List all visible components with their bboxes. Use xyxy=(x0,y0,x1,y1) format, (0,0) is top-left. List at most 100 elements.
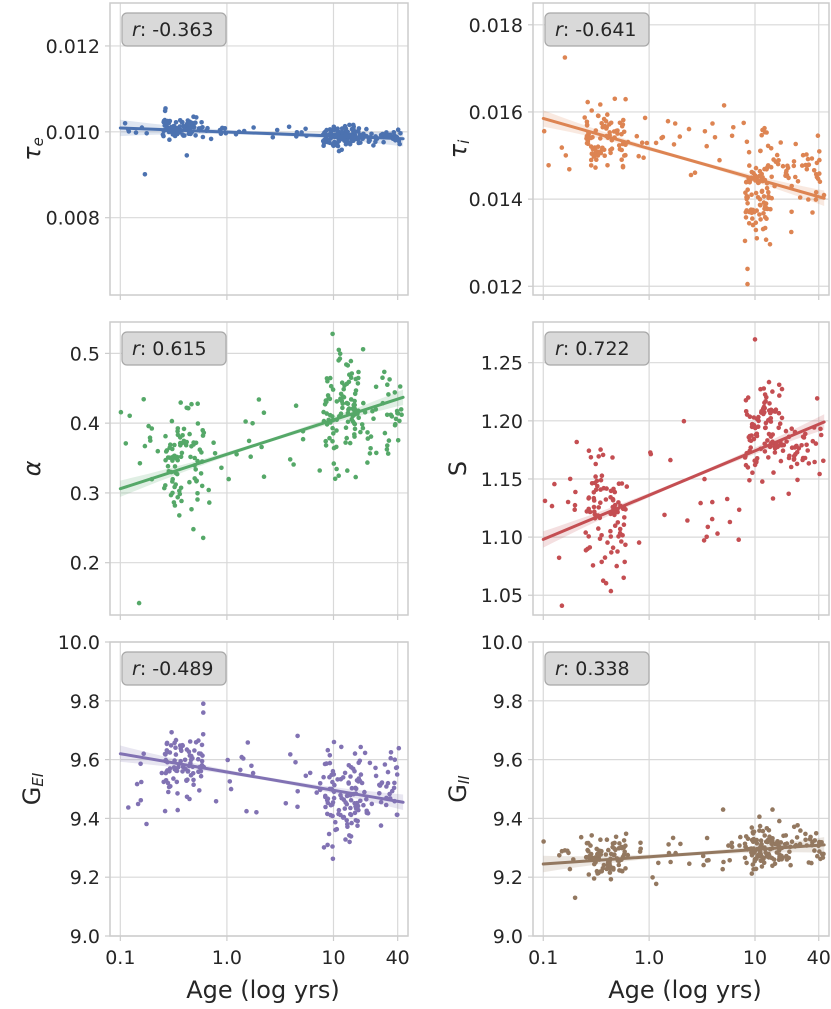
data-point xyxy=(620,163,626,169)
data-point xyxy=(250,421,255,426)
data-point xyxy=(377,791,382,796)
data-point xyxy=(744,139,750,145)
data-point xyxy=(808,834,813,840)
data-point xyxy=(768,164,774,170)
data-point xyxy=(771,157,776,162)
y-axis-label-main: α xyxy=(18,460,46,476)
data-point xyxy=(325,800,331,806)
data-point xyxy=(348,774,353,779)
y-tick-label: 9.0 xyxy=(493,926,523,948)
data-point xyxy=(806,197,811,202)
data-point xyxy=(340,815,346,820)
y-tick-label: 0.008 xyxy=(46,208,100,230)
data-point xyxy=(605,163,610,168)
data-point xyxy=(331,431,336,436)
data-point xyxy=(810,438,816,444)
data-point xyxy=(565,848,570,854)
data-point xyxy=(642,115,648,121)
data-point xyxy=(750,216,755,221)
data-point xyxy=(752,859,757,864)
data-point xyxy=(180,119,185,125)
data-point xyxy=(389,414,395,419)
data-point xyxy=(598,136,603,141)
data-point xyxy=(770,807,775,812)
data-point xyxy=(593,474,598,479)
y-tick-label: 1.25 xyxy=(481,353,523,375)
data-point xyxy=(391,785,397,791)
data-point xyxy=(395,411,401,416)
data-point xyxy=(688,172,694,178)
data-point xyxy=(758,858,764,864)
data-point xyxy=(598,869,603,874)
data-point xyxy=(211,440,216,446)
annotation-box xyxy=(121,12,227,47)
data-point xyxy=(344,818,350,823)
data-point xyxy=(181,123,186,129)
data-point xyxy=(776,382,782,388)
data-point xyxy=(118,409,124,415)
data-point xyxy=(183,442,189,448)
data-point xyxy=(619,868,624,874)
data-point xyxy=(337,356,343,361)
data-point xyxy=(332,140,338,145)
annotation-r-symbol: r xyxy=(132,338,141,360)
data-point xyxy=(365,430,370,435)
data-point xyxy=(762,449,768,454)
annotation-box xyxy=(544,651,650,686)
data-point xyxy=(760,226,766,232)
y-tick-label: 10.0 xyxy=(58,632,100,654)
data-point xyxy=(184,778,189,783)
data-point xyxy=(239,754,244,760)
data-point xyxy=(602,555,608,560)
data-point xyxy=(815,176,821,181)
plot-content xyxy=(541,337,826,608)
data-point xyxy=(328,375,333,381)
data-point xyxy=(330,414,335,419)
data-point xyxy=(327,396,333,402)
data-point xyxy=(774,152,780,158)
data-point xyxy=(184,153,190,158)
data-point xyxy=(612,523,618,528)
data-point xyxy=(234,452,239,457)
data-point xyxy=(328,383,334,389)
data-point xyxy=(585,99,590,105)
data-point xyxy=(172,453,177,459)
data-point xyxy=(590,147,596,152)
data-point xyxy=(795,477,800,483)
y-tick-label: 1.15 xyxy=(481,469,523,491)
data-point xyxy=(622,153,627,158)
data-point xyxy=(698,500,703,506)
data-point xyxy=(817,839,822,845)
data-point xyxy=(747,163,752,168)
data-point xyxy=(752,850,757,855)
grid-lines xyxy=(533,3,829,295)
data-point xyxy=(259,444,264,450)
data-point xyxy=(614,563,619,569)
data-point xyxy=(791,163,797,169)
data-point xyxy=(270,135,276,140)
data-point xyxy=(582,115,587,120)
data-point xyxy=(572,507,577,512)
data-point xyxy=(608,528,613,534)
data-point xyxy=(772,450,778,455)
data-point xyxy=(170,479,175,484)
data-point xyxy=(590,134,595,140)
data-point xyxy=(717,157,722,163)
data-point xyxy=(139,779,144,785)
data-point xyxy=(767,401,772,406)
data-point xyxy=(672,121,678,126)
data-point xyxy=(323,794,328,800)
data-point xyxy=(165,463,171,469)
data-point xyxy=(360,347,366,352)
y-tick-label: 0.016 xyxy=(469,102,523,124)
scatter-points xyxy=(126,701,402,862)
data-point xyxy=(710,499,715,505)
data-point xyxy=(184,794,190,800)
data-point xyxy=(608,534,614,539)
data-point xyxy=(177,513,182,518)
data-point xyxy=(638,840,643,846)
data-point xyxy=(615,549,620,554)
scatter-points xyxy=(541,807,826,901)
data-point xyxy=(200,535,206,541)
panel-tau_i: 0.012 0.014 0.016 0.018 τi r: -0.641 xyxy=(444,2,830,300)
